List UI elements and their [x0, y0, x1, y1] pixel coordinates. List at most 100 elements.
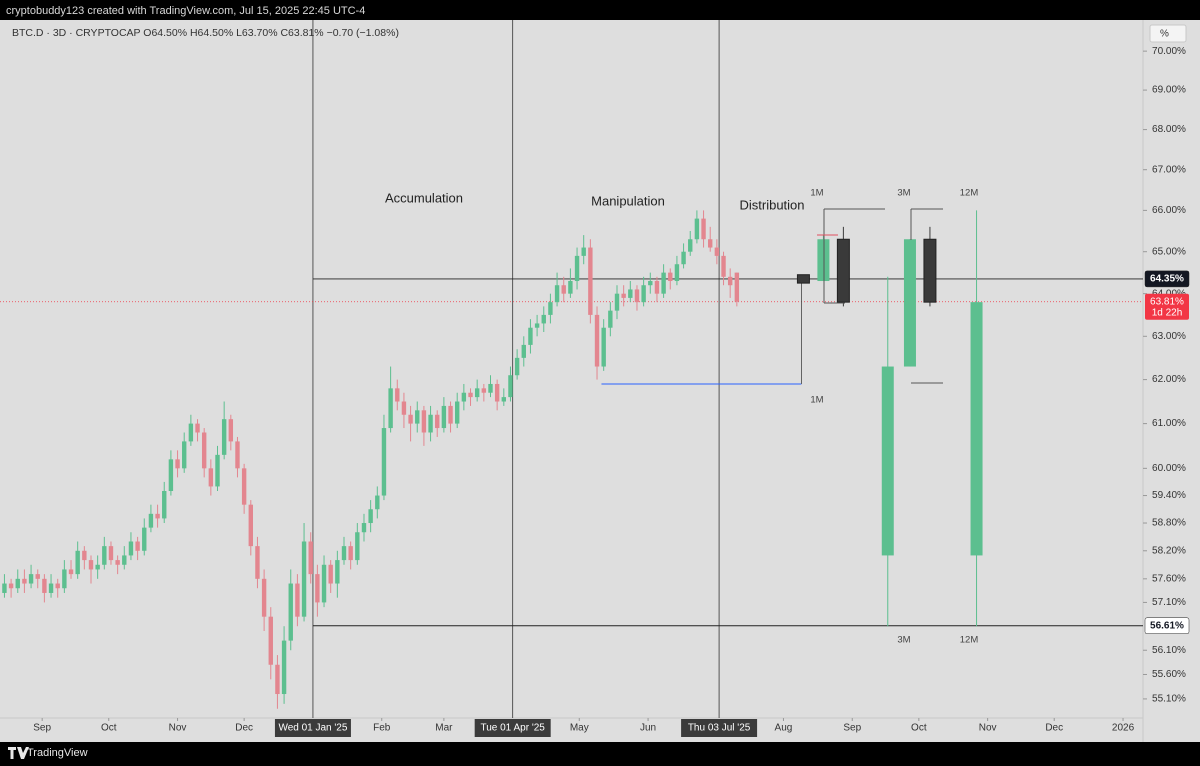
- y-tick-label: 68.00%: [1152, 124, 1186, 135]
- candle-body: [501, 397, 507, 402]
- candle-body: [494, 383, 500, 402]
- candle-body: [701, 218, 706, 240]
- header: cryptobuddy123 created with TradingView.…: [6, 5, 365, 17]
- candle-body: [188, 423, 194, 442]
- y-tick-label: 65.00%: [1152, 246, 1186, 257]
- candle-body: [335, 560, 340, 584]
- x-tick-label: Oct: [911, 723, 927, 734]
- candle-body: [970, 302, 983, 556]
- candle-body: [648, 281, 653, 286]
- candle-body: [288, 583, 293, 641]
- candle-body: [215, 454, 220, 487]
- candle-body: [421, 410, 427, 433]
- y-tick-label: 66.00%: [1152, 205, 1186, 216]
- x-tick-label: Dec: [1045, 723, 1063, 734]
- annotation: Distribution: [739, 197, 804, 212]
- x-tick-label: Sep: [843, 723, 861, 734]
- brackets: [817, 208, 943, 384]
- x-tick-label: Aug: [775, 723, 793, 734]
- candle-body: [228, 419, 234, 442]
- candle-body: [621, 293, 626, 298]
- y-tick-label: 56.10%: [1152, 645, 1186, 656]
- candle-body: [2, 583, 7, 593]
- crosshair-label: Thu 03 Jul '25: [688, 723, 751, 734]
- candle-body: [727, 276, 733, 286]
- candle-body: [508, 375, 513, 398]
- period-label: 12M: [960, 188, 979, 199]
- candle-body: [408, 414, 413, 424]
- candle-body: [614, 293, 620, 311]
- candle-body: [381, 428, 387, 496]
- candle-body: [315, 574, 320, 603]
- candle-body: [521, 344, 526, 358]
- candle-body: [441, 405, 447, 429]
- candle-body: [654, 281, 660, 294]
- candle-body: [95, 564, 100, 570]
- crosshair-tag: [274, 719, 351, 737]
- candle-body: [796, 274, 810, 284]
- candle-body: [668, 272, 673, 282]
- candle-body: [415, 410, 420, 424]
- scale-button[interactable]: [1149, 24, 1187, 43]
- y-tick-label: 69.00%: [1152, 85, 1186, 96]
- candle-body: [435, 414, 440, 429]
- candle-body: [281, 640, 287, 695]
- period-label: 1M: [810, 395, 823, 406]
- period-label: 12M: [960, 635, 979, 646]
- period-label: 3M: [897, 188, 910, 199]
- x-tick-label: Dec: [235, 723, 253, 734]
- candle-body: [541, 314, 546, 324]
- candle-body: [155, 513, 160, 519]
- candle-body: [68, 569, 74, 575]
- scale-unit[interactable]: %: [1160, 29, 1169, 40]
- candle-body: [341, 546, 347, 561]
- candle-body: [534, 323, 540, 328]
- candle-body: [641, 285, 646, 303]
- candle-body: [48, 583, 54, 593]
- candle-body: [368, 509, 373, 524]
- candle-body: [817, 239, 830, 282]
- candle-body: [115, 560, 120, 565]
- price-tag-label: 56.61%: [1150, 620, 1184, 631]
- candle-body: [881, 366, 894, 556]
- last-price-tag: [1145, 293, 1189, 320]
- x-tick-label: Oct: [101, 723, 117, 734]
- candle-body: [488, 383, 493, 393]
- candle-body: [674, 264, 680, 282]
- x-tick-label: Mar: [435, 723, 453, 734]
- candle-body: [601, 327, 606, 367]
- y-tick-label: 67.00%: [1152, 164, 1186, 175]
- candle-body: [148, 513, 154, 528]
- candle-body: [195, 423, 200, 433]
- y-tick-label: 58.80%: [1152, 518, 1186, 529]
- crosshair-label: Tue 01 Apr '25: [480, 723, 545, 734]
- candle-body: [395, 388, 400, 402]
- candle-body: [168, 459, 174, 491]
- y-tick-label: 70.00%: [1152, 46, 1186, 57]
- annotation: Accumulation: [385, 190, 463, 205]
- x-tick-label: Jun: [640, 723, 656, 734]
- last-price-label: 63.81%: [1150, 296, 1184, 307]
- candle-body: [694, 218, 700, 240]
- candle-body: [35, 574, 40, 579]
- candle-body: [734, 272, 740, 302]
- candle-body: [554, 285, 560, 303]
- candle-body: [261, 578, 267, 617]
- x-tick-label: May: [570, 723, 589, 734]
- plot: [0, 20, 1143, 718]
- y-tick-label: 63.00%: [1152, 331, 1186, 342]
- period-label: 1M: [810, 188, 823, 199]
- candle-body: [594, 314, 600, 367]
- candle-body: [142, 527, 147, 551]
- candle-body: [301, 541, 307, 617]
- candle-body: [568, 281, 573, 294]
- x-tick-label: 2026: [1112, 723, 1135, 734]
- y-tick-label: 57.60%: [1152, 573, 1186, 584]
- candle-body: [514, 357, 520, 376]
- candle-body: [608, 310, 613, 328]
- price-tag-label: 64.35%: [1150, 274, 1184, 285]
- candle-body: [221, 419, 227, 455]
- candle-body: [681, 251, 686, 265]
